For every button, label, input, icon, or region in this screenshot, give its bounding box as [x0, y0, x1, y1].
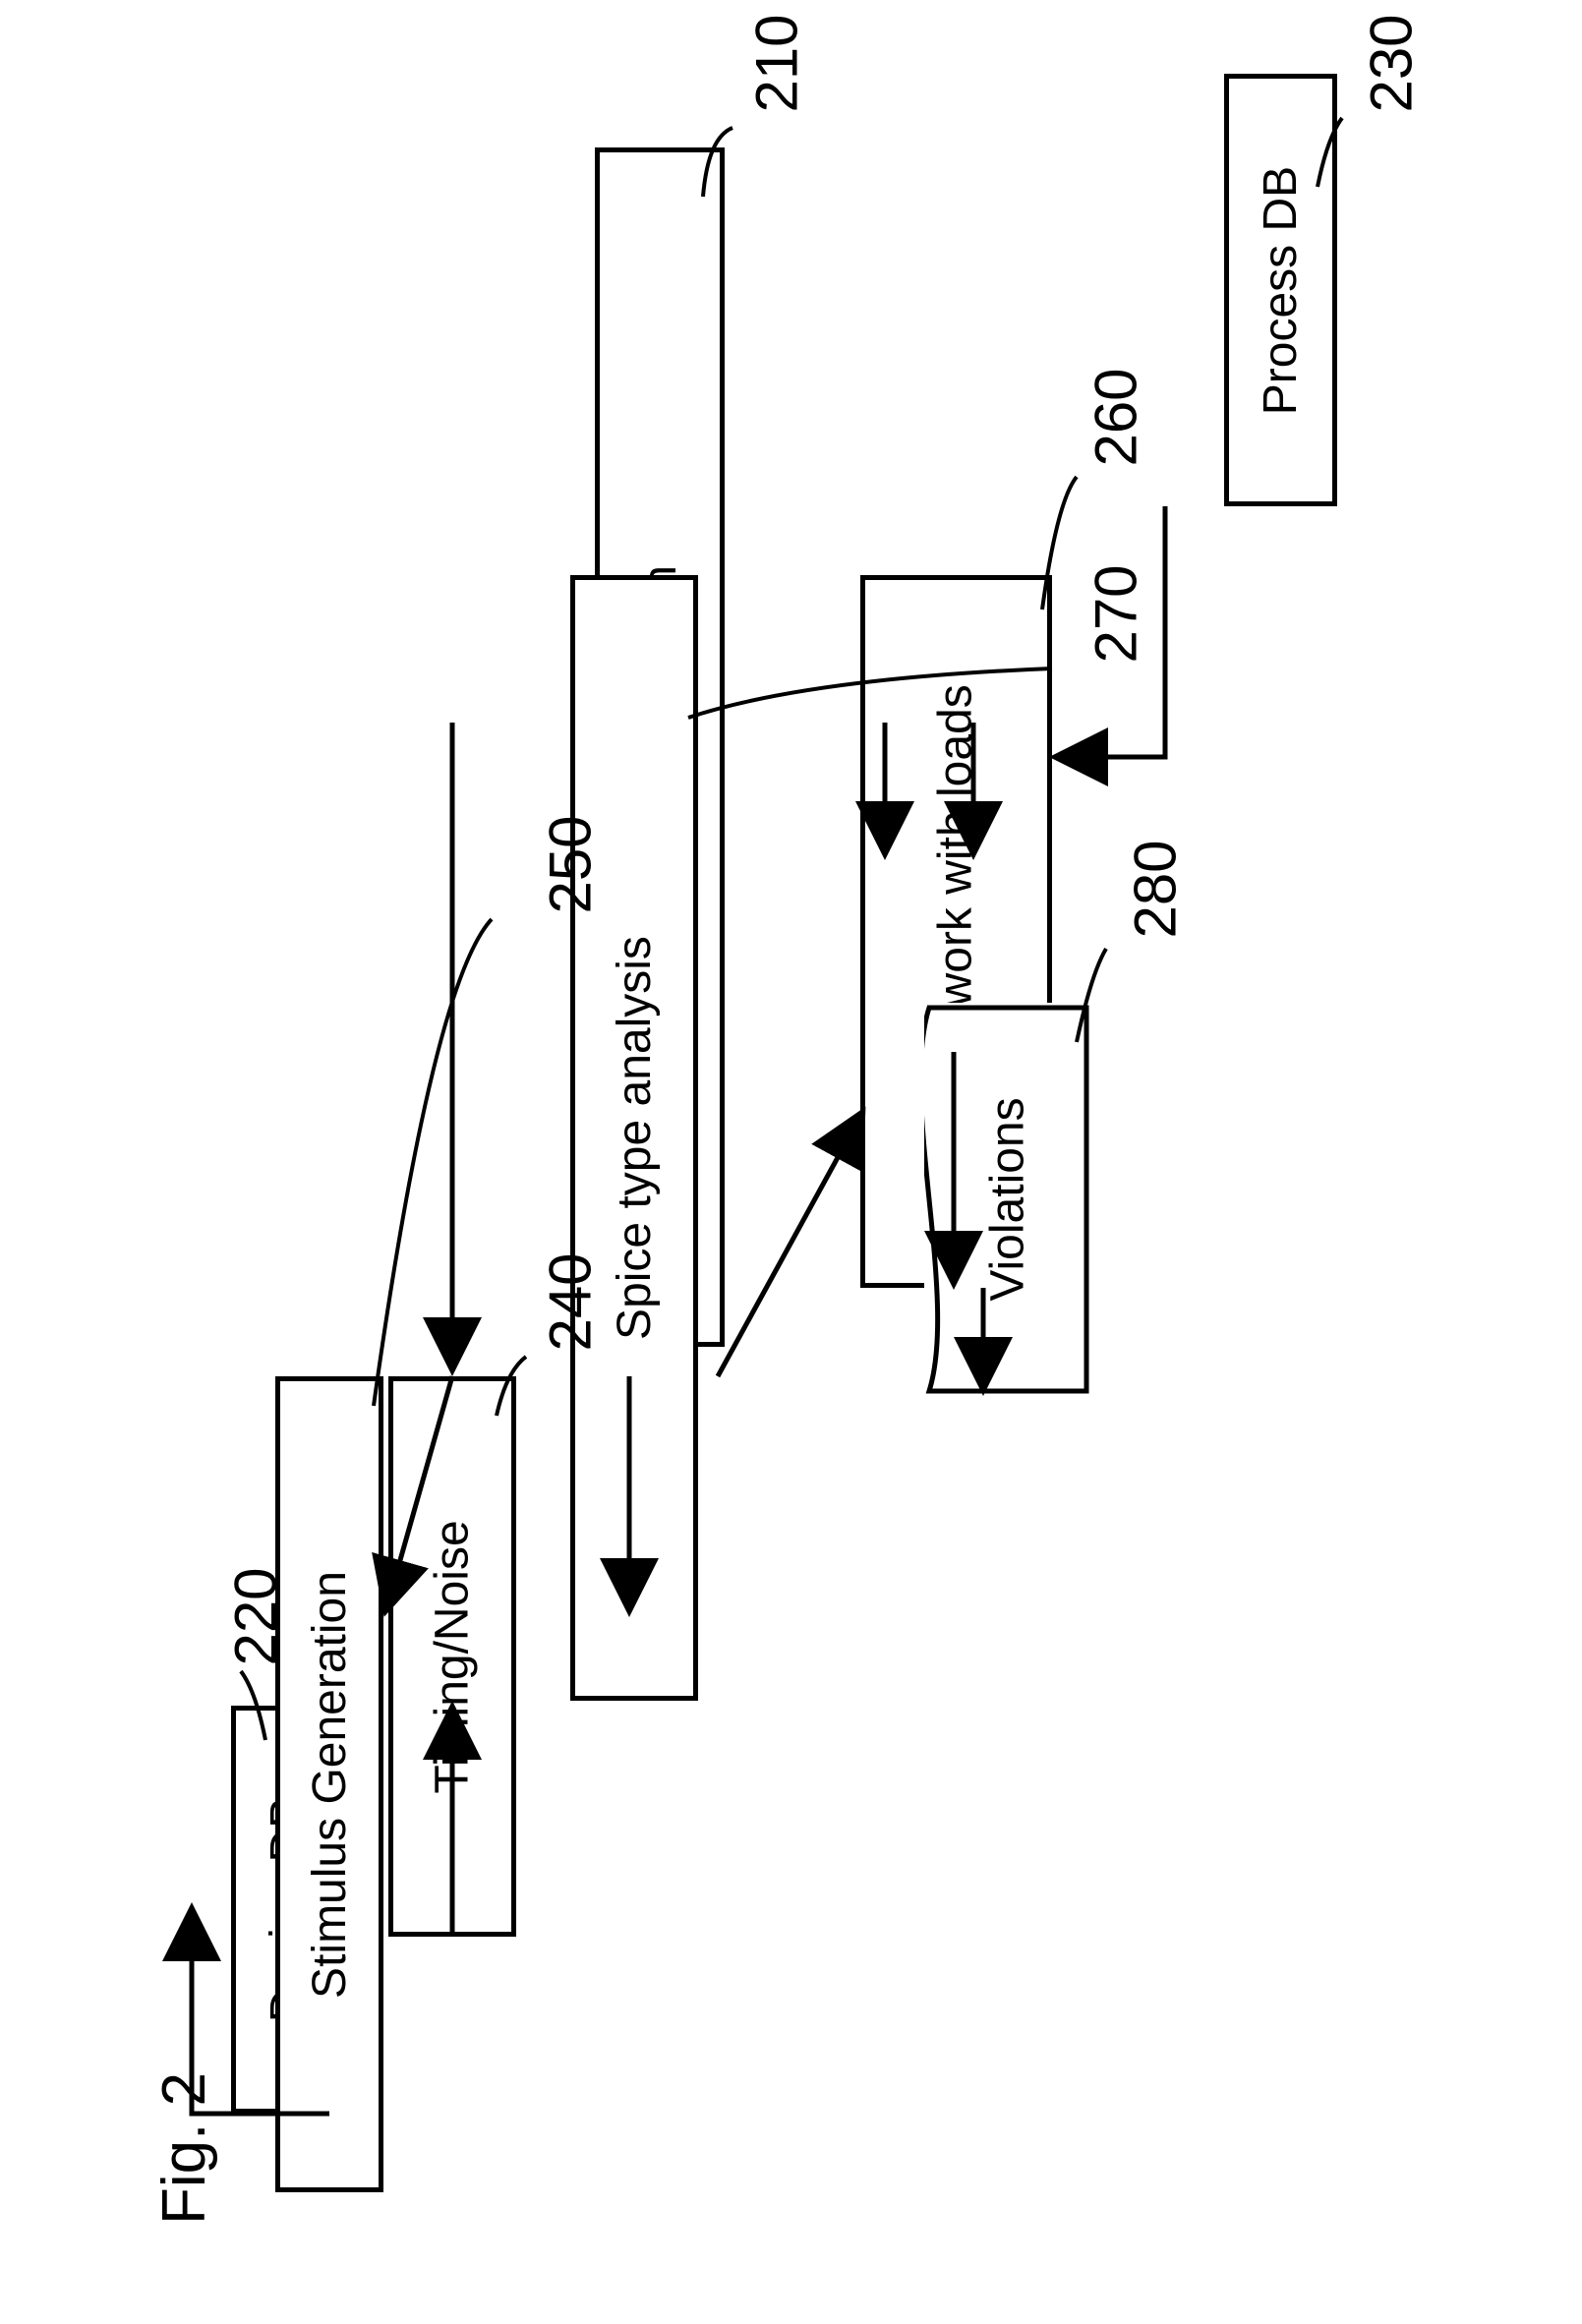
node-stimulus-generation: Stimulus Generation — [275, 1376, 383, 2192]
ref-270: 270 — [1083, 564, 1150, 663]
node-timing-noise: Timing/Noise — [388, 1376, 516, 1937]
ref-210: 210 — [743, 14, 811, 112]
ref-220: 220 — [222, 1567, 290, 1665]
node-label: Violations — [981, 1097, 1035, 1301]
ref-240: 240 — [537, 1252, 605, 1351]
figure-label: Fig. 2 — [149, 2072, 219, 2225]
node-label: Spice type analysis — [608, 936, 662, 1340]
node-spice-analysis: Spice type analysis — [570, 575, 698, 1701]
ref-230: 230 — [1358, 14, 1426, 112]
ref-280: 280 — [1122, 840, 1190, 938]
ref-250: 250 — [537, 815, 605, 913]
node-violations: Violations — [924, 1003, 1091, 1396]
node-label: Stimulus Generation — [303, 1571, 357, 1999]
node-label: Process DB — [1254, 165, 1308, 414]
diagram-canvas: Layout Extraction Design DB Process DB T… — [0, 0, 1582, 2324]
node-process-db: Process DB — [1224, 74, 1337, 506]
ref-260: 260 — [1083, 368, 1150, 466]
node-label: Timing/Noise — [426, 1520, 480, 1793]
